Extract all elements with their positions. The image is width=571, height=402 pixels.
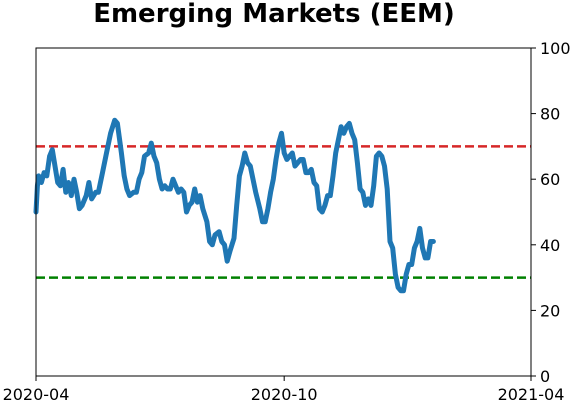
x-tick-label: 2020-04 (3, 385, 70, 402)
series-line (33, 117, 436, 294)
plot-area (33, 47, 532, 377)
series-layer (33, 117, 436, 294)
axes-frame (35, 47, 532, 377)
chart-title: Emerging Markets (EEM) (93, 0, 455, 29)
reference-lines (36, 145, 531, 279)
y-tick-label: 60 (540, 170, 560, 189)
x-tick-label: 2020-10 (251, 385, 318, 402)
y-tick-label: 40 (540, 236, 560, 255)
y-tick-label: 20 (540, 301, 560, 320)
y-tick-label: 80 (540, 105, 560, 124)
x-axis: 2020-04 2020-10 2021-04 (3, 376, 565, 402)
y-tick-label: 100 (540, 39, 571, 58)
y-tick-label: 0 (540, 367, 550, 386)
x-tick-label: 2021-04 (498, 385, 565, 402)
y-axis: 0 20 40 60 80 100 (531, 39, 571, 386)
